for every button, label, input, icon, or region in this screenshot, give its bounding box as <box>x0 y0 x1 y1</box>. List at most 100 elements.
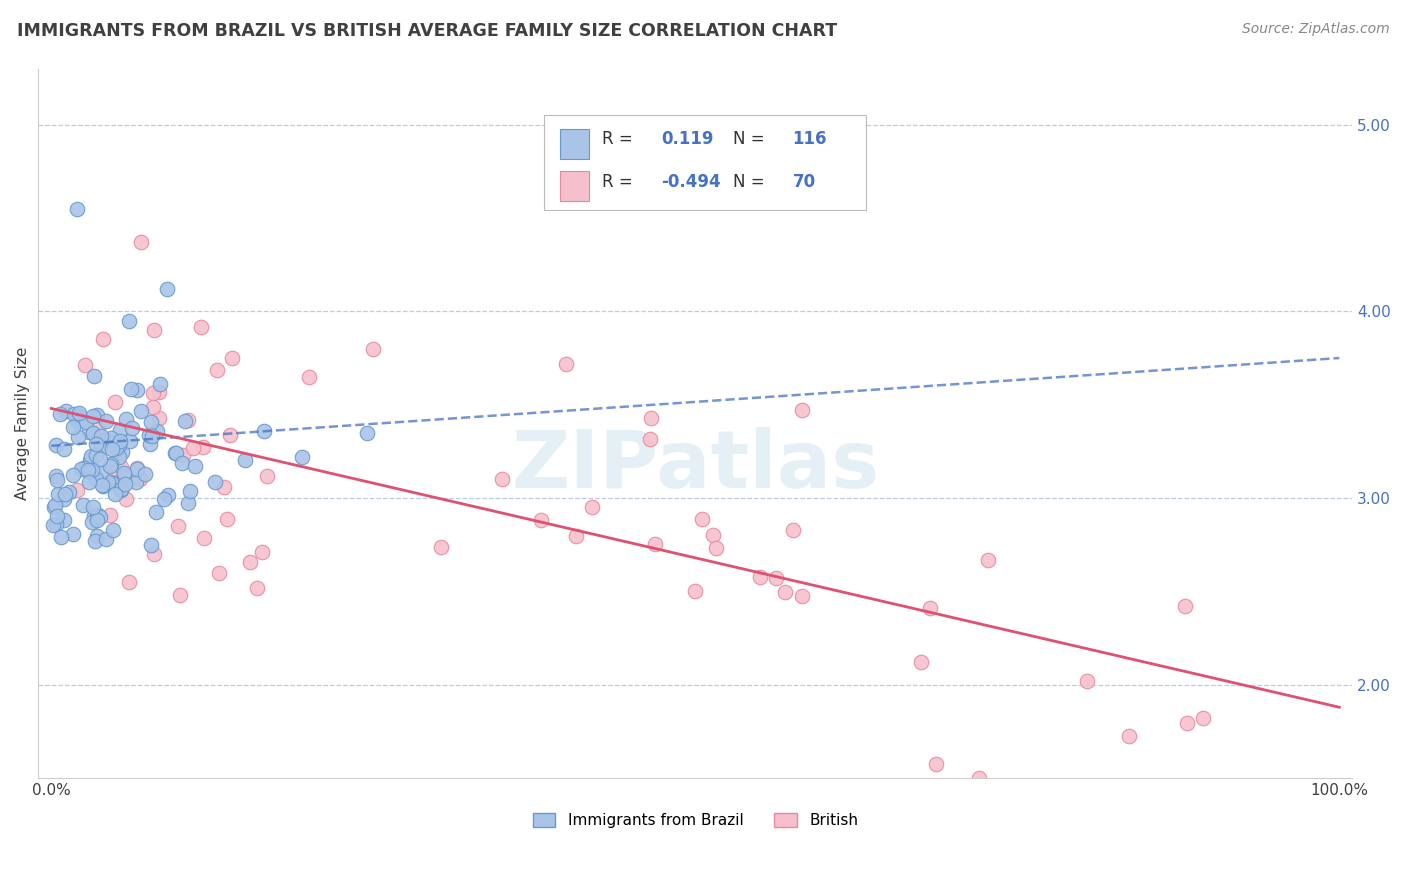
Point <box>96 434 118 448</box>
Point <box>45 468 67 483</box>
Point <box>79 425 101 439</box>
Point <box>80 463 103 477</box>
Point <box>46 487 69 501</box>
Point <box>143 323 166 337</box>
Point <box>104 395 127 409</box>
Point <box>748 569 770 583</box>
Point <box>108 423 131 437</box>
Point <box>73 460 96 475</box>
Point <box>84 448 107 462</box>
Point <box>208 566 231 580</box>
Point <box>42 500 65 514</box>
Point <box>82 426 104 441</box>
Point <box>149 377 172 392</box>
Point <box>112 466 135 480</box>
Point <box>1076 673 1098 688</box>
Point <box>148 384 170 399</box>
Point <box>82 515 104 529</box>
Point <box>977 553 1000 567</box>
Text: 0.119: 0.119 <box>661 129 714 147</box>
Point <box>129 472 152 486</box>
Point <box>96 533 118 547</box>
Point <box>100 459 122 474</box>
Point <box>97 475 120 489</box>
Point <box>233 452 256 467</box>
Point <box>70 461 93 475</box>
Point <box>104 439 127 453</box>
Text: Source: ZipAtlas.com: Source: ZipAtlas.com <box>1241 22 1389 37</box>
Point <box>90 465 112 479</box>
Point <box>94 414 117 428</box>
Point <box>110 434 132 449</box>
Point <box>153 492 176 507</box>
Point <box>129 403 152 417</box>
Point <box>62 527 84 541</box>
Point <box>170 456 193 470</box>
Point <box>256 468 278 483</box>
Point <box>58 484 80 499</box>
Point <box>101 442 124 456</box>
Point <box>108 450 131 464</box>
Point <box>55 404 77 418</box>
Point <box>792 403 814 417</box>
Point <box>706 541 728 555</box>
Text: 116: 116 <box>793 129 827 147</box>
Point <box>204 475 226 489</box>
Point <box>104 487 127 501</box>
Point <box>250 544 273 558</box>
FancyBboxPatch shape <box>560 171 589 201</box>
Point <box>110 459 132 474</box>
Point <box>82 500 104 515</box>
Point <box>98 508 121 522</box>
Point <box>775 585 797 599</box>
Point <box>139 437 162 451</box>
Point <box>103 523 125 537</box>
Point <box>73 359 96 373</box>
Point <box>1175 716 1198 731</box>
Point <box>142 386 165 401</box>
Point <box>165 446 187 460</box>
Point <box>45 516 67 531</box>
Point <box>44 498 66 512</box>
Point <box>86 529 108 543</box>
Point <box>66 202 89 216</box>
Text: R =: R = <box>602 173 638 191</box>
Point <box>253 424 276 438</box>
Point <box>79 453 101 467</box>
Point <box>184 458 207 473</box>
Point <box>169 588 191 602</box>
Point <box>120 382 142 396</box>
Point <box>77 475 100 490</box>
Y-axis label: Average Family Size: Average Family Size <box>15 347 30 500</box>
Point <box>67 409 90 423</box>
Text: R =: R = <box>602 129 638 147</box>
Point <box>76 463 98 477</box>
Point <box>782 523 804 537</box>
Point <box>110 483 132 497</box>
Point <box>1118 729 1140 743</box>
Point <box>100 458 122 472</box>
Point <box>103 461 125 475</box>
Point <box>62 468 84 483</box>
Point <box>212 480 235 494</box>
Point <box>84 437 107 451</box>
Point <box>141 429 163 443</box>
Point <box>53 487 76 501</box>
Point <box>87 421 110 435</box>
Point <box>91 478 114 492</box>
Point <box>117 575 139 590</box>
Point <box>181 441 204 455</box>
Point <box>765 570 787 584</box>
Point <box>215 511 238 525</box>
Point <box>139 538 162 552</box>
Point <box>640 411 662 425</box>
Point <box>110 483 132 497</box>
Point <box>131 235 153 250</box>
Point <box>167 519 190 533</box>
Point <box>356 425 378 440</box>
Point <box>66 483 89 498</box>
Point <box>910 655 932 669</box>
Point <box>291 450 314 464</box>
Point <box>117 313 139 327</box>
Point <box>42 517 65 532</box>
